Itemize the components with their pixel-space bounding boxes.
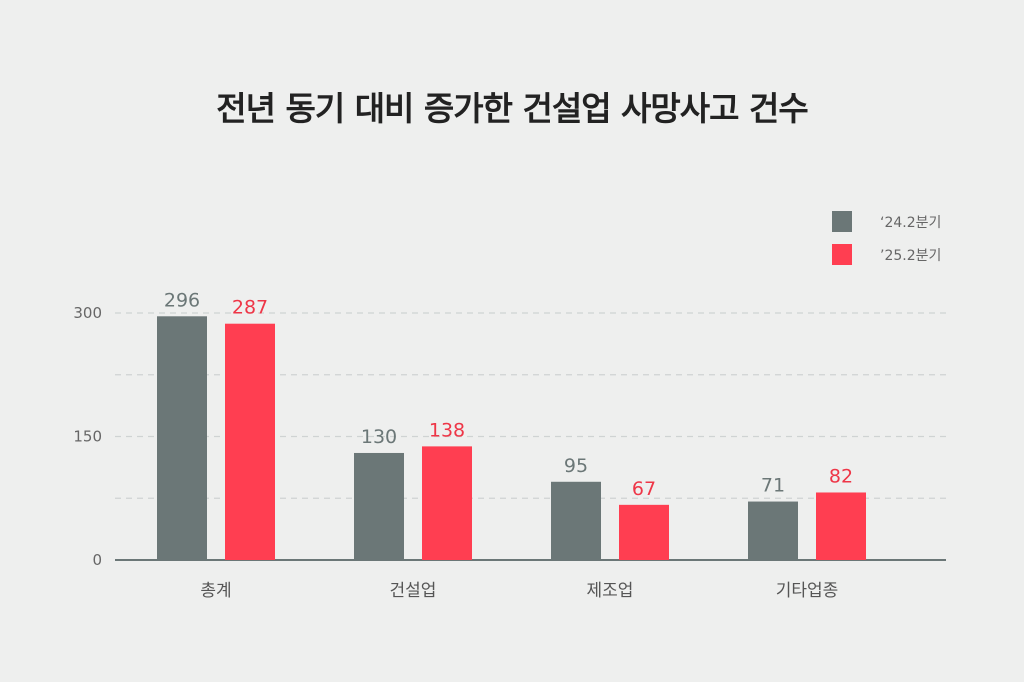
bar [157,316,207,560]
data-label: 95 [564,455,588,477]
data-label: 82 [829,465,853,487]
data-label: 138 [429,419,465,441]
bar [619,504,669,560]
legend-label: ’25.2분기 [880,248,941,264]
bar [551,481,601,560]
bar [816,492,866,560]
x-tick-label: 총계 [200,581,231,601]
chart-title: 전년 동기 대비 증가한 건설업 사망사고 건수 [216,89,808,128]
bar [225,323,275,560]
data-label: 287 [232,297,268,319]
bar [354,452,404,560]
x-tick-label: 건설업 [390,581,437,601]
legend-swatch [832,211,852,232]
legend-swatch [832,244,852,265]
y-tick-label: 150 [73,428,102,446]
x-tick-label: 제조업 [587,581,634,601]
x-tick-label: 기타업종 [776,581,839,601]
data-label: 296 [164,289,200,311]
bar [748,501,798,560]
y-tick-label: 0 [92,551,102,569]
data-label: 130 [361,426,397,448]
data-label: 67 [632,478,656,500]
bar [422,446,472,560]
data-label: 71 [761,475,785,497]
y-tick-label: 300 [73,304,102,322]
legend-label: ‘24.2분기 [880,215,941,231]
